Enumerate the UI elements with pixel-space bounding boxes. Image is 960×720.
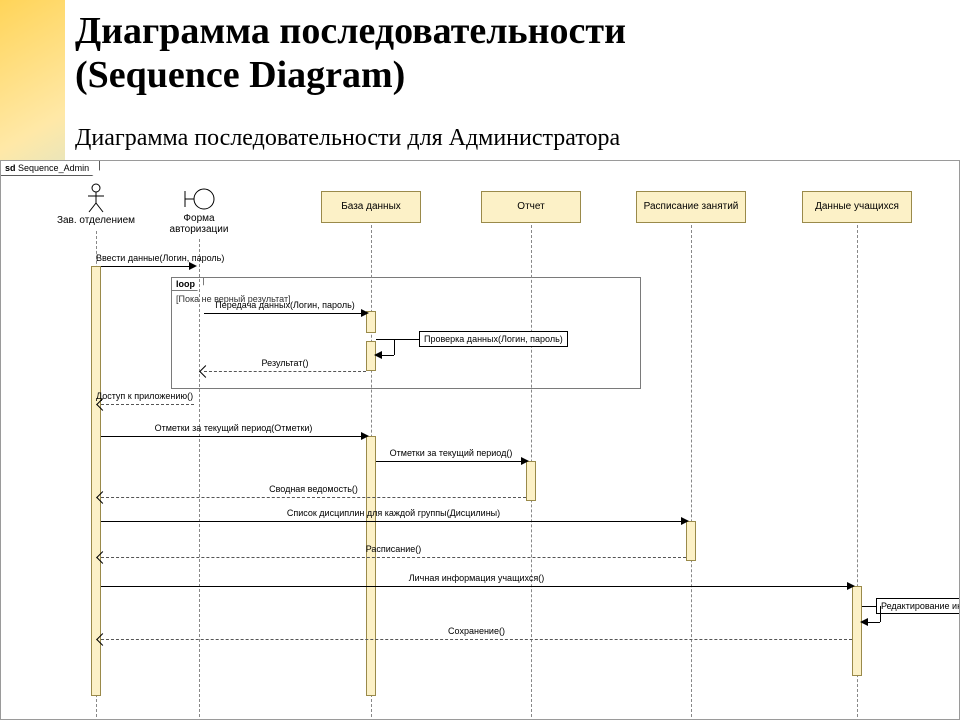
- loop-fragment: loop [Пока не верный результат]: [171, 277, 641, 389]
- self-message-line: [862, 606, 876, 607]
- self-message-arrowhead: [860, 618, 868, 626]
- self-message-box: Редактирование информации(): [876, 598, 960, 614]
- lifeline-boundary: Форма авторизации: [154, 187, 244, 235]
- boundary-label-1: Форма: [154, 213, 244, 224]
- self-message-line: [880, 606, 881, 622]
- self-message-line: [376, 339, 419, 340]
- actor-label: Зав. отделением: [51, 215, 141, 226]
- lifeline-schedule: [691, 225, 692, 717]
- message-label: Передача данных(Логин, пароль): [215, 300, 355, 310]
- self-message-arrowhead: [374, 351, 382, 359]
- lifeline-head-students: Данные учащихся: [802, 191, 912, 223]
- activation-bar: [526, 461, 536, 501]
- actor-icon: [86, 183, 106, 213]
- boundary-label-2: авторизации: [154, 224, 244, 235]
- message-label: Ввести данные(Логин, пароль): [96, 253, 224, 263]
- frame-label: sd sd Sequence_Admin Sequence_Admin: [1, 161, 100, 176]
- activation-bar: [686, 521, 696, 561]
- message-label: Личная информация учащихся(): [409, 573, 545, 583]
- activation-bar: [366, 436, 376, 696]
- message-label: Доступ к приложению(): [96, 391, 193, 401]
- message-label: Список дисциплин для каждой группы(Дисци…: [287, 508, 500, 518]
- message-label: Расписание(): [366, 544, 422, 554]
- lifeline-head-report: Отчет: [481, 191, 581, 223]
- activation-bar: [91, 266, 101, 696]
- activation-bar: [852, 586, 862, 676]
- lifeline-boundary: [199, 239, 200, 717]
- boundary-icon: [182, 187, 216, 211]
- self-message-box: Проверка данных(Логин, пароль): [419, 331, 568, 347]
- title-line-1: Диаграмма последовательности: [75, 10, 626, 52]
- message-label: Отметки за текущий период(Отметки): [155, 423, 313, 433]
- message-label: Сохранение(): [448, 626, 505, 636]
- lifeline-actor: Зав. отделением: [51, 183, 141, 226]
- lifeline-head-schedule: Расписание занятий: [636, 191, 746, 223]
- sequence-diagram-frame: sd sd Sequence_Admin Sequence_Admin Зав.…: [0, 160, 960, 720]
- message-label: Сводная ведомость(): [269, 484, 358, 494]
- self-message-line: [394, 339, 395, 355]
- message-label: Отметки за текущий период(): [390, 448, 513, 458]
- title-line-2: (Sequence Diagram): [75, 54, 405, 96]
- lifeline-head-db: База данных: [321, 191, 421, 223]
- message-label: Результат(): [262, 358, 309, 368]
- page-title: Диаграмма последовательности (Sequence D…: [75, 10, 626, 97]
- page-subtitle: Диаграмма последовательности для Админис…: [75, 125, 620, 152]
